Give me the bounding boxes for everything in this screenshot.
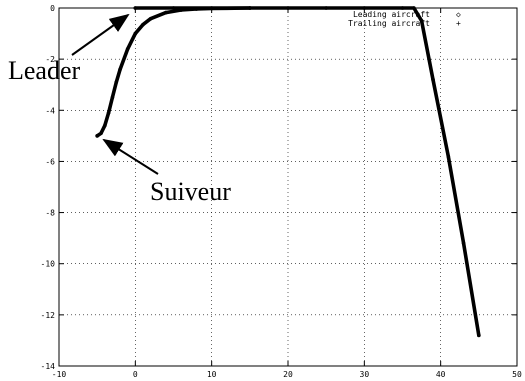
data-point: [103, 123, 107, 128]
data-point: [431, 77, 435, 82]
data-point: [171, 6, 176, 10]
data-point: [461, 241, 466, 246]
data-point: [133, 31, 138, 36]
series-trailing-aircraft: [95, 6, 252, 138]
data-point: [446, 154, 451, 159]
y-tick-label: -14: [41, 362, 56, 371]
y-tick-label: 0: [50, 4, 55, 13]
data-point: [324, 6, 328, 10]
legend-entry-trailing: Trailing aircraft: [348, 19, 430, 28]
data-point: [209, 6, 214, 11]
series-leading-aircraft: [133, 6, 481, 338]
data-point: [179, 8, 183, 12]
data-point: [99, 131, 103, 136]
data-point: [419, 18, 424, 23]
data-point: [110, 95, 115, 100]
y-tick-label: -2: [45, 55, 55, 64]
data-point: [106, 111, 111, 115]
x-tick-label: 30: [360, 370, 370, 379]
data-point: [118, 67, 122, 72]
legend-marker-trailing: +: [456, 19, 461, 28]
data-point: [95, 134, 99, 138]
series-line: [133, 6, 481, 338]
series-layer: [95, 6, 481, 338]
y-tick-label: -8: [45, 209, 55, 218]
y-tick-label: -10: [41, 260, 56, 269]
x-tick-label: 10: [207, 370, 217, 379]
x-tick-label: 40: [436, 370, 446, 379]
data-point: [194, 7, 199, 11]
annotation-suiveur: Suiveur: [150, 177, 231, 206]
data-point: [412, 6, 416, 10]
x-tick-label: -10: [52, 370, 67, 379]
series-line: [95, 6, 252, 138]
y-tick-label: -12: [41, 311, 56, 320]
data-point: [164, 10, 168, 15]
annotation-leader: Leader: [8, 56, 81, 85]
x-tick-label: 0: [133, 370, 138, 379]
grid: [59, 8, 517, 366]
annotations: Leader Suiveur: [8, 13, 231, 206]
data-point: [400, 6, 405, 10]
annotation-leader-arrow: [71, 13, 130, 56]
data-point: [148, 16, 153, 21]
data-point: [125, 47, 130, 51]
y-tick-label: -6: [45, 157, 55, 166]
data-point: [114, 80, 119, 84]
legend-marker-leading: ◇: [456, 10, 461, 19]
x-tick-label: 50: [512, 370, 522, 379]
data-point: [286, 6, 290, 10]
y-tick-label: -4: [45, 106, 55, 115]
data-point: [141, 22, 145, 27]
legend-entry-leading: Leading aircraft: [353, 10, 430, 19]
data-point: [133, 6, 138, 10]
data-point: [248, 6, 252, 10]
data-point: [477, 333, 481, 338]
legend: Leading aircraft ◇ Trailing aircraft +: [348, 10, 461, 28]
annotation-suiveur-arrow: [102, 138, 159, 175]
axis-ticks: -10 0 10 20 30 40 50 0 -2 -4 -6 -8 -10 -12 -14: [41, 4, 522, 379]
x-tick-label: 20: [283, 370, 293, 379]
data-point: [225, 6, 229, 11]
data-point: [362, 6, 367, 10]
